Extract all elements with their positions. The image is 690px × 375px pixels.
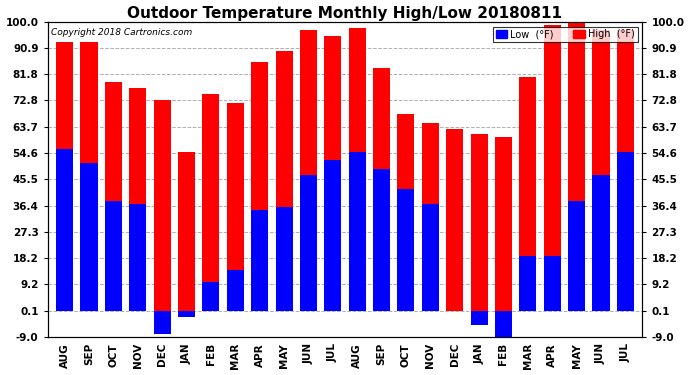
Bar xyxy=(568,201,585,311)
Bar xyxy=(397,114,415,311)
Bar xyxy=(373,68,390,311)
Bar xyxy=(178,311,195,316)
Bar xyxy=(300,175,317,311)
Bar xyxy=(105,82,122,311)
Bar xyxy=(422,204,439,311)
Bar xyxy=(568,22,585,311)
Bar xyxy=(544,256,561,311)
Bar xyxy=(495,311,512,343)
Bar xyxy=(617,30,634,311)
Bar xyxy=(422,123,439,311)
Bar xyxy=(593,30,609,311)
Text: Copyright 2018 Cartronics.com: Copyright 2018 Cartronics.com xyxy=(50,28,192,37)
Bar xyxy=(348,152,366,311)
Bar xyxy=(81,164,97,311)
Bar xyxy=(373,169,390,311)
Bar xyxy=(129,204,146,311)
Bar xyxy=(617,152,634,311)
Bar xyxy=(178,152,195,311)
Bar xyxy=(154,311,170,334)
Bar xyxy=(300,30,317,311)
Bar xyxy=(324,36,342,311)
Bar xyxy=(471,311,488,325)
Title: Outdoor Temperature Monthly High/Low 20180811: Outdoor Temperature Monthly High/Low 201… xyxy=(128,6,562,21)
Bar xyxy=(202,282,219,311)
Bar xyxy=(593,175,609,311)
Bar xyxy=(324,160,342,311)
Bar xyxy=(227,270,244,311)
Bar xyxy=(544,25,561,311)
Bar xyxy=(471,135,488,311)
Bar xyxy=(520,256,536,311)
Bar xyxy=(56,42,73,311)
Legend: Low  (°F), High  (°F): Low (°F), High (°F) xyxy=(493,27,638,42)
Bar xyxy=(129,88,146,311)
Bar xyxy=(275,207,293,311)
Bar xyxy=(495,137,512,311)
Bar xyxy=(275,51,293,311)
Bar xyxy=(202,94,219,311)
Bar xyxy=(56,149,73,311)
Bar xyxy=(105,201,122,311)
Bar xyxy=(227,103,244,311)
Bar xyxy=(251,62,268,311)
Bar xyxy=(154,100,170,311)
Bar xyxy=(81,42,97,311)
Bar xyxy=(251,210,268,311)
Bar xyxy=(348,27,366,311)
Bar xyxy=(520,76,536,311)
Bar xyxy=(397,189,415,311)
Bar xyxy=(446,129,463,311)
